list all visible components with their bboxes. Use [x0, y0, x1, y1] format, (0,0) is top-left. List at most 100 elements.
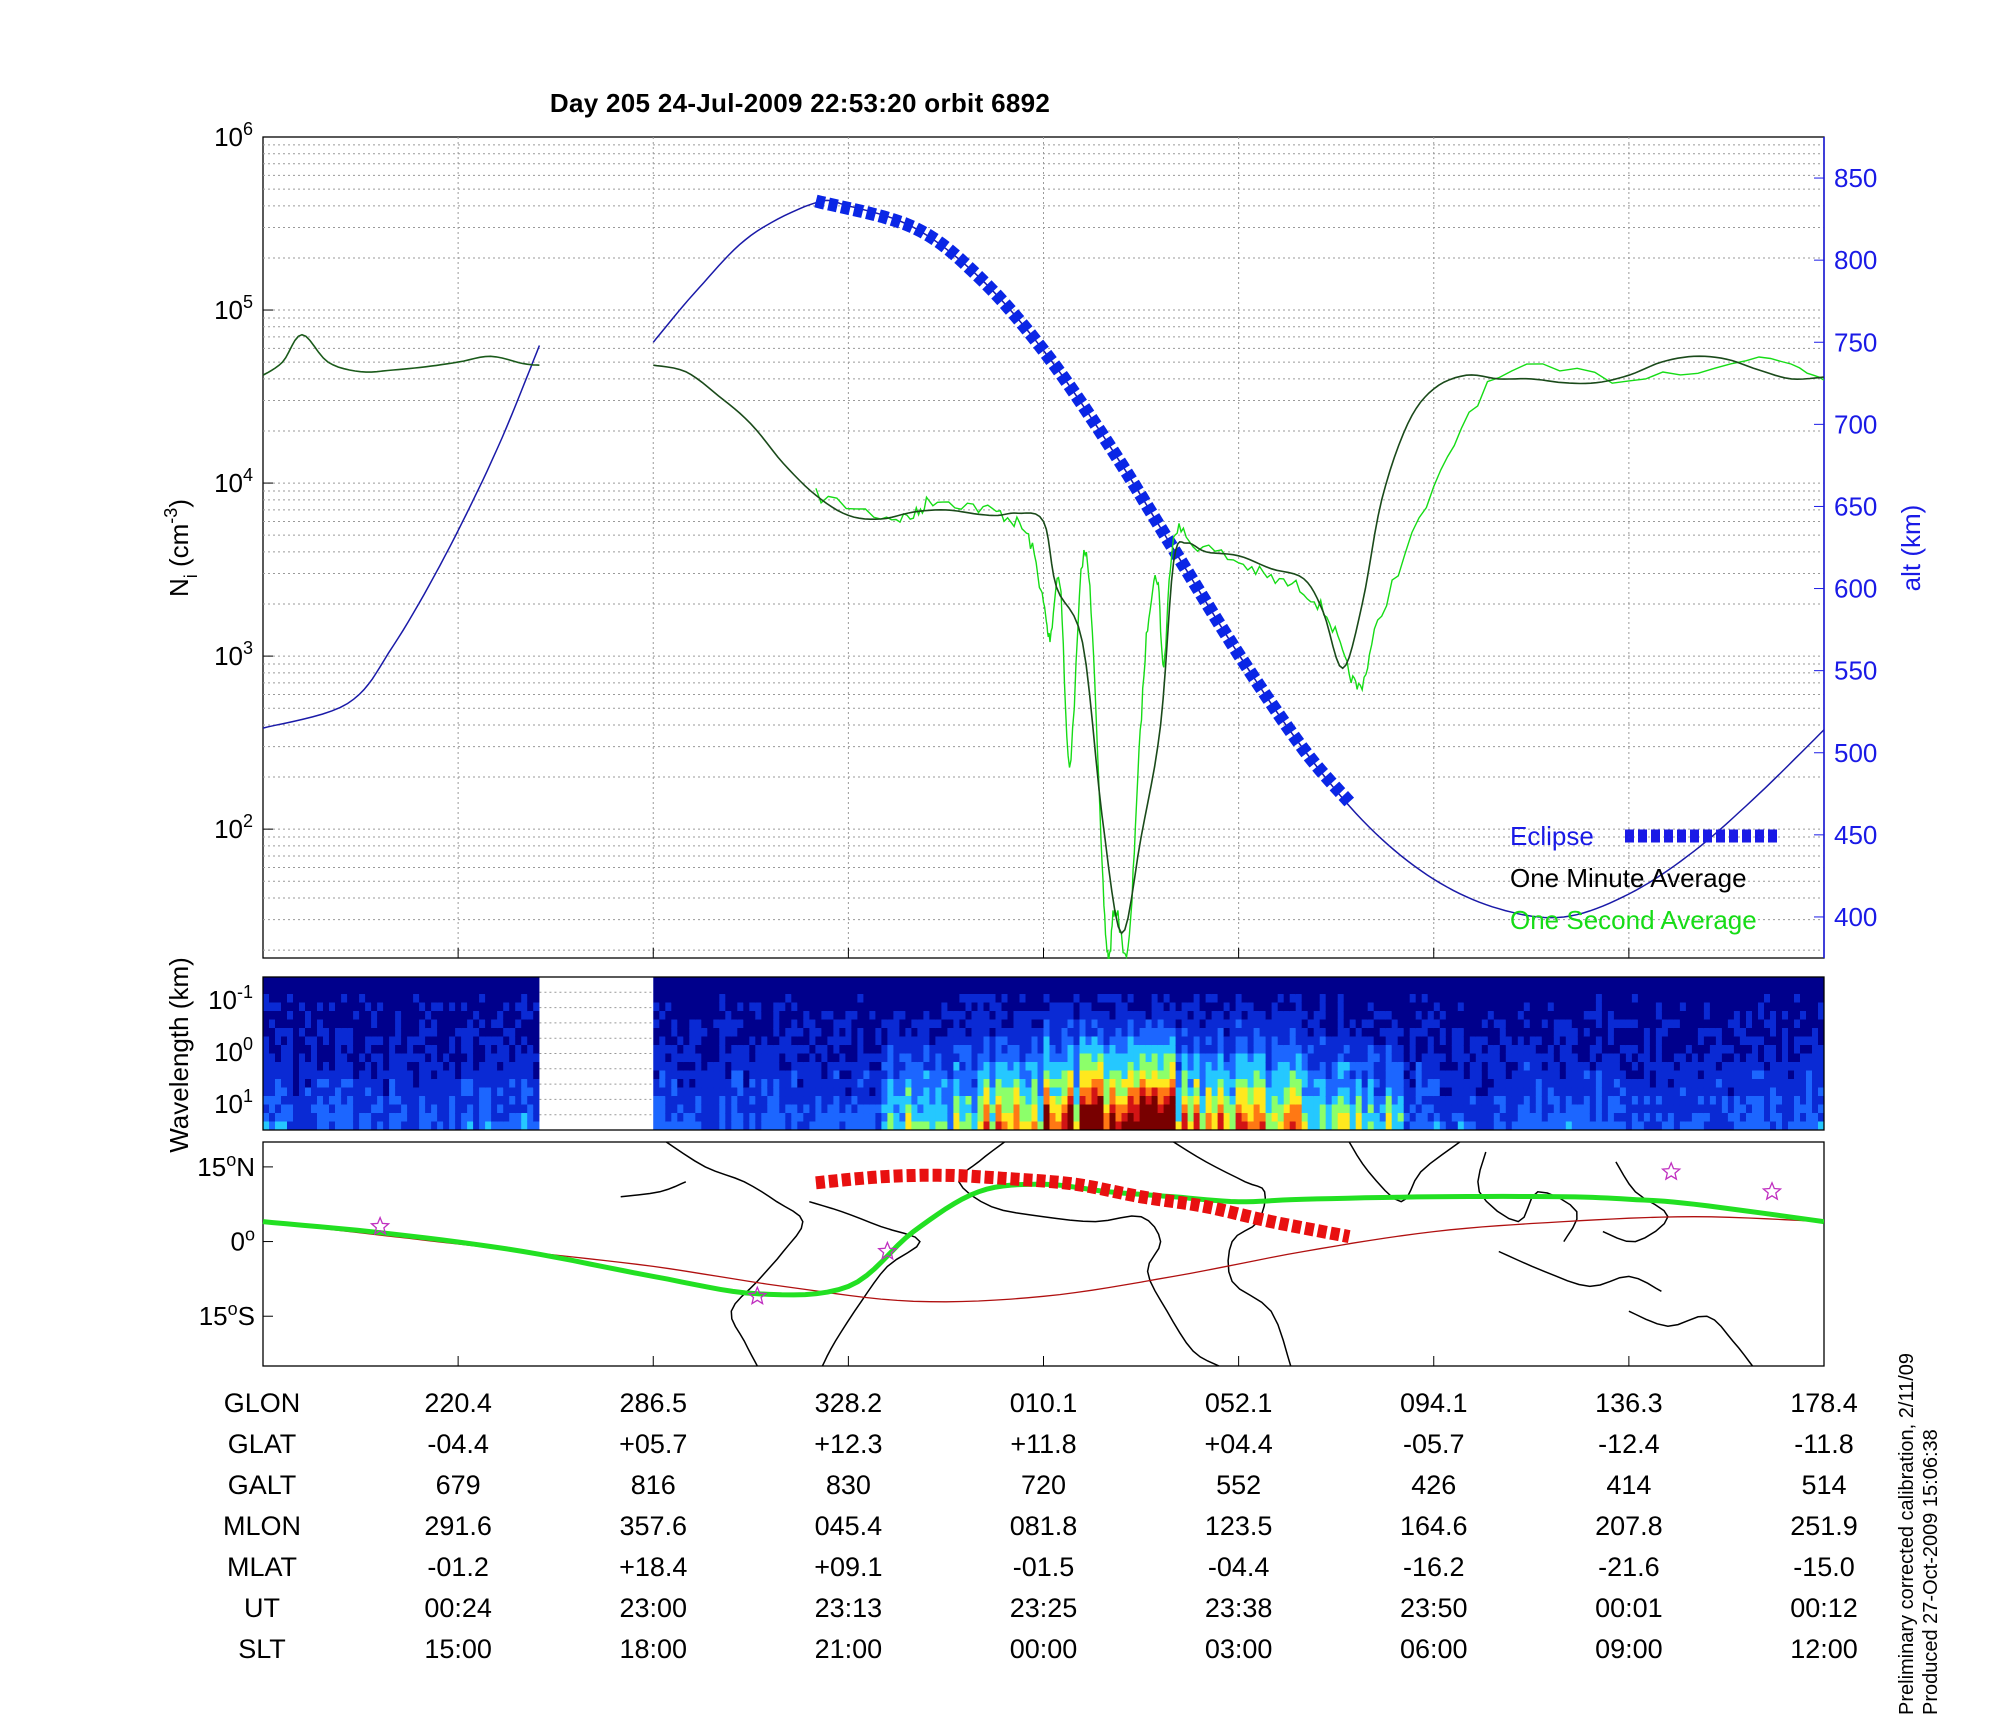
spectrogram-cell	[1193, 1113, 1201, 1123]
spectrogram-cell	[989, 1053, 997, 1063]
spectrogram-cell	[755, 985, 762, 995]
spectrogram-cell	[365, 977, 372, 987]
spectrogram-cell	[1517, 1045, 1525, 1055]
spectrogram-cell	[947, 1070, 954, 1080]
spectrogram-cell	[1733, 1011, 1741, 1021]
spectrogram-cell	[431, 1011, 438, 1021]
ephemeris-value: +12.3	[814, 1429, 883, 1459]
ephemeris-row-ut: UT 00:24 23:00 23:13 23:25 23:38 23:50 00:01 00:…	[0, 1593, 1900, 1633]
spectrogram-cell	[1169, 1002, 1177, 1012]
spectrogram-cell	[1331, 1079, 1339, 1089]
spectrogram-cell	[1217, 1121, 1225, 1130]
spectrogram-cell	[1475, 1045, 1483, 1055]
spectrogram-cell	[443, 1045, 450, 1055]
spectrogram-cell	[671, 1036, 678, 1046]
spectrogram-cell	[335, 1028, 342, 1038]
spectrogram-cell	[1103, 1087, 1111, 1097]
spectrogram-cell	[1764, 1011, 1771, 1021]
spectrogram-cell	[785, 1036, 792, 1046]
spectrogram-cell	[1691, 1087, 1699, 1097]
spectrogram-cell	[269, 1045, 276, 1055]
ephemeris-value: 830	[825, 1470, 871, 1500]
spectrogram-cell	[749, 1019, 756, 1029]
spectrogram-cell	[287, 1121, 294, 1130]
spectrogram-cell	[293, 1070, 300, 1080]
spectrogram-cell	[1469, 1121, 1477, 1130]
spectrogram-cell	[323, 1053, 330, 1063]
spectrogram-cell	[515, 1011, 522, 1021]
spectrogram-cell	[1079, 1070, 1087, 1080]
spectrogram-cell	[455, 1019, 462, 1029]
spectrogram-cell	[1499, 1028, 1507, 1038]
spectrogram-cell	[833, 1087, 840, 1097]
spectrogram-cell	[1199, 1062, 1207, 1072]
spectrogram-cell	[1565, 985, 1573, 995]
spectrogram-cell	[1385, 1104, 1393, 1114]
spectrogram-cell	[485, 1028, 492, 1038]
spectrogram-cell	[713, 1011, 720, 1021]
spectrogram-cell	[1073, 1011, 1081, 1021]
spectrogram-cell	[1361, 1096, 1369, 1106]
spectrogram-cell	[767, 977, 774, 987]
spectrogram-cell	[1031, 1002, 1039, 1012]
spectrogram-cell	[1175, 1070, 1183, 1080]
spectrogram-cell	[389, 1121, 396, 1130]
spectrogram-cell	[1409, 1062, 1417, 1072]
spectrogram-cell	[1205, 1028, 1213, 1038]
spectrogram-cell	[1715, 1113, 1723, 1123]
spectrogram-cell	[1109, 1045, 1117, 1055]
spectrogram-cell	[275, 1121, 282, 1130]
spectrogram-cell	[515, 994, 522, 1004]
spectrogram-cell	[707, 1121, 714, 1130]
spectrogram-cell	[1818, 1079, 1824, 1089]
spectrogram-cell	[1758, 1096, 1765, 1106]
spectrogram-cell	[1151, 1096, 1159, 1106]
spectrogram-cell	[1625, 1121, 1633, 1130]
spectrogram-cell	[1127, 1053, 1135, 1063]
spectrogram-cell	[1331, 994, 1339, 1004]
spectrogram-cell	[899, 985, 906, 995]
spectrogram-cell	[929, 1079, 936, 1089]
spectrogram-cell	[935, 1053, 942, 1063]
spectrogram-cell	[1697, 1070, 1705, 1080]
spectrogram-cell	[1655, 1104, 1663, 1114]
spectrogram-cell	[1535, 1036, 1543, 1046]
eclipse-track	[815, 1168, 1351, 1243]
spectrogram-cell	[989, 1028, 997, 1038]
spectrogram-cell	[821, 1019, 828, 1029]
spectrogram-cell	[269, 1011, 276, 1021]
spectrogram-cell	[737, 1062, 744, 1072]
spectrogram-cell	[1319, 1121, 1327, 1130]
spectrogram-cell	[1703, 1121, 1711, 1130]
spectrogram-cell	[677, 1104, 684, 1114]
spectrogram-cell	[887, 1053, 894, 1063]
spectrogram-cell	[1595, 994, 1603, 1004]
spectrogram-cell	[407, 1070, 414, 1080]
spectrogram-cell	[1505, 1121, 1513, 1130]
spectrogram-cell	[1271, 1028, 1279, 1038]
spectrogram-cell	[1289, 1079, 1297, 1089]
spectrogram-cell	[1721, 1011, 1729, 1021]
spectrogram-cell	[1721, 985, 1729, 995]
spectrogram-cell	[1085, 1070, 1093, 1080]
spectrogram-cell	[1361, 977, 1369, 987]
spectrogram-cell	[467, 1045, 474, 1055]
spectrogram-cell	[1223, 1087, 1231, 1097]
spectrogram-cell	[857, 1036, 864, 1046]
spectrogram-cell	[1355, 1070, 1363, 1080]
spectrogram-cell	[1607, 1070, 1615, 1080]
spectrogram-cell	[1037, 1028, 1045, 1038]
spectrogram-cell	[1193, 1079, 1201, 1089]
spectrogram-cell	[275, 1104, 282, 1114]
spectrogram-cell	[1445, 1045, 1453, 1055]
spectrogram-cell	[653, 1079, 660, 1089]
spectrogram-cell	[1547, 1011, 1555, 1021]
spectrogram-cell	[911, 1011, 918, 1021]
spectrogram-cell	[1103, 1079, 1111, 1089]
spectrogram-cell	[1109, 1113, 1117, 1123]
spectrogram-cell	[1331, 1113, 1339, 1123]
spectrogram-cell	[1655, 1121, 1663, 1130]
spectrogram-cell	[1601, 1087, 1609, 1097]
spectrogram-cell	[1271, 1002, 1279, 1012]
spectrogram-cell	[1571, 994, 1579, 1004]
